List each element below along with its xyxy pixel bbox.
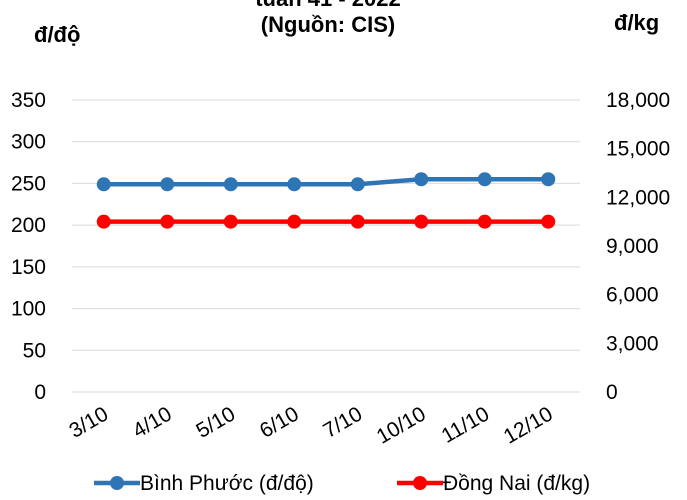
data-point	[287, 214, 302, 229]
data-point	[414, 214, 429, 229]
y-right-tick-label: 9,000	[606, 235, 659, 258]
data-point	[541, 172, 556, 187]
data-point	[414, 172, 429, 187]
y-left-tick-label: 50	[23, 339, 46, 362]
y-left-tick-label: 100	[11, 298, 46, 321]
legend-label: Đồng Nai (đ/kg)	[443, 472, 590, 495]
x-tick-label: 6/10	[256, 402, 303, 442]
x-tick-label: 5/10	[192, 402, 239, 442]
series-dong-nai	[96, 214, 556, 229]
y-left-tick-label: 0	[34, 381, 46, 404]
y-right-tick-label: 15,000	[606, 138, 670, 161]
data-point	[541, 214, 556, 229]
left-axis-unit: đ/độ	[34, 22, 80, 47]
y-right-tick-label: 12,000	[606, 186, 670, 209]
y-left-tick-label: 250	[11, 172, 46, 195]
series-line	[101, 177, 551, 187]
data-point	[287, 177, 302, 192]
legend-swatch-marker	[110, 476, 124, 490]
y-left-tick-label: 300	[11, 131, 46, 154]
legend: Bình Phước (đ/độ) Đồng Nai (đ/kg)	[94, 472, 590, 495]
data-point	[96, 177, 111, 192]
legend-swatch-marker	[413, 476, 427, 490]
y-right-tick-label: 0	[606, 381, 618, 404]
data-point	[477, 172, 492, 187]
legend-label: Bình Phước (đ/độ)	[140, 472, 314, 495]
data-point	[160, 214, 175, 229]
y-right-tick-label: 3,000	[606, 332, 659, 355]
x-tick-label: 3/10	[65, 402, 112, 442]
data-point	[160, 177, 175, 192]
series-binh-phuoc	[96, 172, 556, 192]
x-tick-label: 10/10	[373, 402, 430, 448]
x-tick-label: 7/10	[319, 402, 366, 442]
chart-subtitle: (Nguồn: CIS)	[261, 12, 395, 37]
y-left-tick-label: 150	[11, 256, 46, 279]
right-axis-unit: đ/kg	[614, 10, 659, 35]
y-right-tick-label: 6,000	[606, 284, 659, 307]
chart-title: tuần 41 - 2022	[255, 0, 401, 11]
data-point	[350, 214, 365, 229]
x-tick-label: 12/10	[500, 402, 557, 448]
data-point	[477, 214, 492, 229]
data-point	[223, 177, 238, 192]
data-point	[96, 214, 111, 229]
y-right-tick-label: 18,000	[606, 89, 670, 112]
y-left-tick-label: 350	[11, 89, 46, 112]
data-point	[350, 177, 365, 192]
x-tick-label: 4/10	[129, 402, 176, 442]
y-left-tick-label: 200	[11, 214, 46, 237]
data-point	[223, 214, 238, 229]
x-tick-label: 11/10	[438, 402, 494, 447]
